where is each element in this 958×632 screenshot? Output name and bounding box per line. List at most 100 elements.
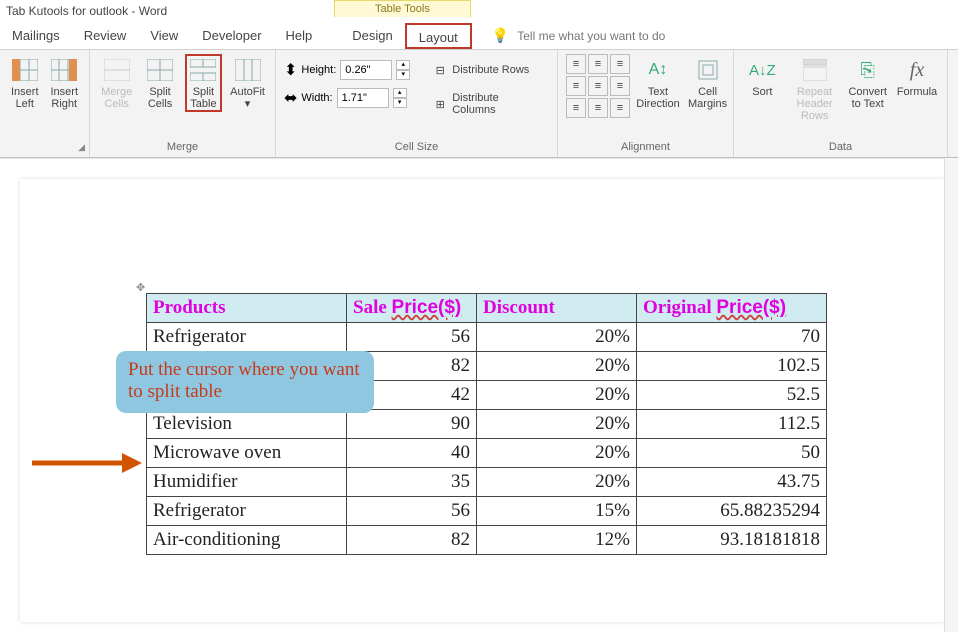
text-direction-label: TextDirection <box>636 86 679 110</box>
formula-icon: fx <box>903 56 931 84</box>
cell-margins-label: CellMargins <box>688 86 727 110</box>
table-cell[interactable]: 52.5 <box>637 381 827 410</box>
group-label-merge: Merge <box>98 141 267 155</box>
width-label: Width: <box>301 92 332 104</box>
contextual-tab-tabletools: Table Tools <box>334 0 471 17</box>
align-mc[interactable]: ≡ <box>588 76 608 96</box>
convert-to-text-icon: ⎘ <box>854 56 882 84</box>
table-cell[interactable]: 43.75 <box>637 468 827 497</box>
align-tc[interactable]: ≡ <box>588 54 608 74</box>
split-cells-icon <box>146 56 174 84</box>
document-page[interactable]: ✥ Products Sale Price($) Discount Origin… <box>20 179 944 622</box>
table-cell[interactable]: Microwave oven <box>147 439 347 468</box>
distribute-columns-label: Distribute Columns <box>452 92 545 116</box>
height-field: ⬍ Height: ▴▾ <box>284 60 410 80</box>
table-cell[interactable]: Air-conditioning <box>147 526 347 555</box>
split-cells-button[interactable]: SplitCells <box>141 54 178 112</box>
table-cell[interactable]: 102.5 <box>637 352 827 381</box>
formula-label: Formula <box>897 86 937 98</box>
table-cell[interactable]: 20% <box>477 323 637 352</box>
tab-help[interactable]: Help <box>274 22 325 50</box>
insert-left-button[interactable]: InsertLeft <box>8 54 42 112</box>
tab-review[interactable]: Review <box>72 22 139 50</box>
convert-to-text-label: Convertto Text <box>848 86 887 110</box>
distribute-rows-icon: ⊟ <box>432 62 448 78</box>
distribute-columns-button[interactable]: ⊞ Distribute Columns <box>428 90 549 118</box>
align-bl[interactable]: ≡ <box>566 98 586 118</box>
insert-left-label: InsertLeft <box>11 86 39 110</box>
th-products: Products <box>147 294 347 323</box>
align-mr[interactable]: ≡ <box>610 76 630 96</box>
dialog-launcher-icon[interactable]: ◢ <box>78 142 85 153</box>
autofit-button[interactable]: AutoFit▾ <box>228 54 267 112</box>
table-cell[interactable]: 40 <box>347 439 477 468</box>
insert-right-button[interactable]: InsertRight <box>48 54 82 112</box>
group-rows-columns: InsertLeft InsertRight ◢ <box>0 50 90 157</box>
sort-label: Sort <box>752 86 772 98</box>
table-cell[interactable]: 56 <box>347 323 477 352</box>
table-row[interactable]: Refrigerator5615%65.88235294 <box>147 497 827 526</box>
table-cell[interactable]: 20% <box>477 468 637 497</box>
table-cell[interactable]: 90 <box>347 410 477 439</box>
repeat-header-button[interactable]: RepeatHeader Rows <box>789 54 841 124</box>
height-down[interactable]: ▾ <box>396 70 410 80</box>
text-direction-button[interactable]: A↕ TextDirection <box>636 54 680 112</box>
align-ml[interactable]: ≡ <box>566 76 586 96</box>
tab-mailings[interactable]: Mailings <box>0 22 72 50</box>
table-cell[interactable]: 15% <box>477 497 637 526</box>
table-cell[interactable]: Television <box>147 410 347 439</box>
table-cell[interactable]: 82 <box>347 526 477 555</box>
table-row[interactable]: Refrigerator5620%70 <box>147 323 827 352</box>
cell-margins-button[interactable]: CellMargins <box>686 54 729 112</box>
table-cell[interactable]: 56 <box>347 497 477 526</box>
width-input[interactable] <box>337 88 389 108</box>
convert-to-text-button[interactable]: ⎘ Convertto Text <box>846 54 889 112</box>
table-cell[interactable]: 112.5 <box>637 410 827 439</box>
tab-developer[interactable]: Developer <box>190 22 273 50</box>
group-label-rowscols: ◢ <box>8 141 81 155</box>
table-cell[interactable]: 20% <box>477 410 637 439</box>
tab-design[interactable]: Design <box>340 22 404 50</box>
split-table-button[interactable]: SplitTable <box>185 54 222 112</box>
sort-button[interactable]: A↓Z Sort <box>742 54 783 100</box>
autofit-icon <box>234 56 262 84</box>
tab-layout[interactable]: Layout <box>405 23 472 49</box>
align-bc[interactable]: ≡ <box>588 98 608 118</box>
tab-view[interactable]: View <box>138 22 190 50</box>
table-cell[interactable]: 70 <box>637 323 827 352</box>
align-tl[interactable]: ≡ <box>566 54 586 74</box>
table-cell[interactable]: Refrigerator <box>147 323 347 352</box>
vertical-scrollbar[interactable] <box>944 158 958 632</box>
merge-cells-button[interactable]: MergeCells <box>98 54 135 112</box>
width-up[interactable]: ▴ <box>393 88 407 98</box>
table-row[interactable]: Microwave oven4020%50 <box>147 439 827 468</box>
table-cell[interactable]: 50 <box>637 439 827 468</box>
table-row[interactable]: Humidifier3520%43.75 <box>147 468 827 497</box>
height-up[interactable]: ▴ <box>396 60 410 70</box>
products-table[interactable]: Products Sale Price($) Discount Original… <box>146 293 827 555</box>
th-sale-price: Sale Price($) <box>347 294 477 323</box>
align-br[interactable]: ≡ <box>610 98 630 118</box>
group-label-cellsize: Cell Size <box>284 141 549 155</box>
table-cell[interactable]: 20% <box>477 381 637 410</box>
height-input[interactable] <box>340 60 392 80</box>
formula-button[interactable]: fx Formula <box>895 54 939 100</box>
table-cell[interactable]: Humidifier <box>147 468 347 497</box>
table-row[interactable]: Television9020%112.5 <box>147 410 827 439</box>
table-cell[interactable]: 12% <box>477 526 637 555</box>
width-down[interactable]: ▾ <box>393 98 407 108</box>
table-cell[interactable]: 20% <box>477 352 637 381</box>
table-cell[interactable]: 65.88235294 <box>637 497 827 526</box>
split-table-label: SplitTable <box>190 86 216 110</box>
table-cell[interactable]: 93.18181818 <box>637 526 827 555</box>
table-cell[interactable]: Refrigerator <box>147 497 347 526</box>
align-tr[interactable]: ≡ <box>610 54 630 74</box>
table-move-handle-icon[interactable]: ✥ <box>136 281 145 294</box>
merge-cells-label: MergeCells <box>101 86 132 110</box>
tell-me-search[interactable]: Tell me what you want to do <box>517 29 665 43</box>
distribute-rows-button[interactable]: ⊟ Distribute Rows <box>428 60 549 80</box>
table-cell[interactable]: 35 <box>347 468 477 497</box>
height-label: Height: <box>301 64 336 76</box>
table-cell[interactable]: 20% <box>477 439 637 468</box>
table-row[interactable]: Air-conditioning8212%93.18181818 <box>147 526 827 555</box>
